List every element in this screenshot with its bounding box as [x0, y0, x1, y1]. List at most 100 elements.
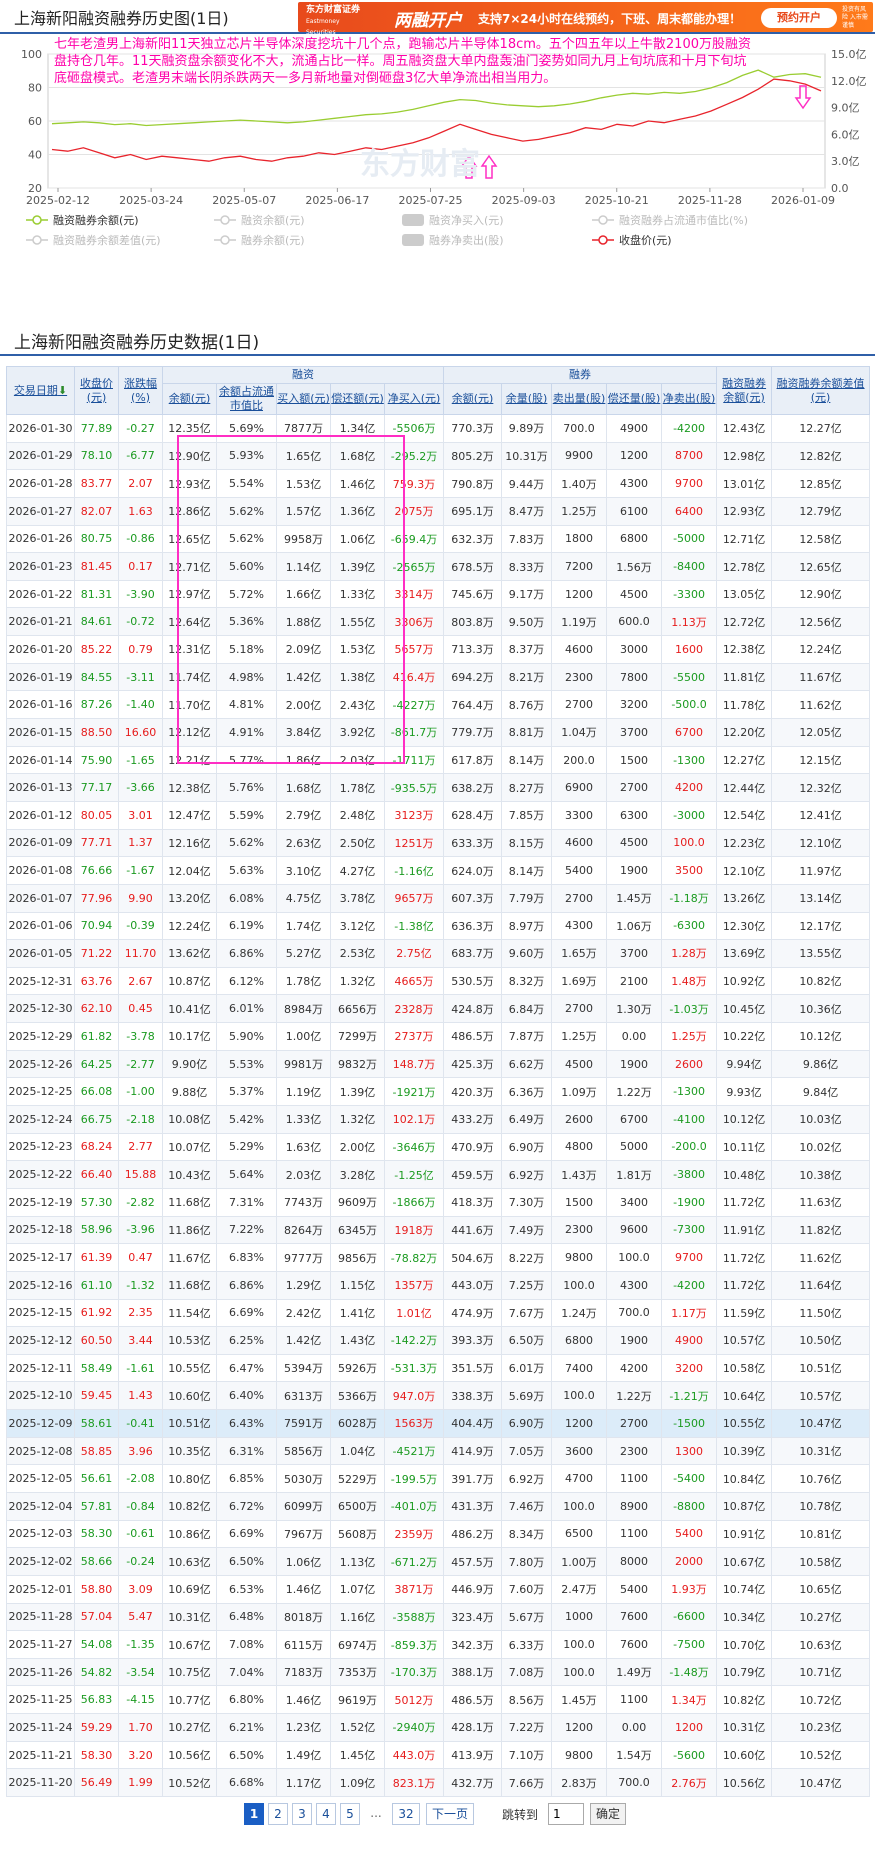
- table-cell: 1.55亿: [330, 607, 385, 637]
- table-cell: 100.0: [551, 1270, 608, 1300]
- legend-item[interactable]: 融资融券余额差值(元): [26, 233, 161, 247]
- header-close[interactable]: 收盘价(元): [74, 366, 119, 415]
- table-cell: 700.0: [606, 1768, 663, 1798]
- page-2-button[interactable]: 2: [268, 1803, 288, 1825]
- cell-date: 2026-01-14: [6, 745, 75, 775]
- table-cell: 10.53亿: [162, 1326, 217, 1355]
- cell-date: 2025-12-29: [6, 1022, 75, 1051]
- header-diff[interactable]: 融资融券余额差值(元): [771, 366, 871, 415]
- x-tick: 2025-05-07: [212, 194, 276, 207]
- table-cell: 8.97万: [501, 911, 553, 941]
- header-rq-bal[interactable]: 余额(元): [443, 383, 503, 415]
- y-left-tick: 40: [28, 149, 42, 162]
- table-cell: -500.0: [661, 690, 718, 720]
- table-cell: 5.72%: [216, 579, 277, 609]
- legend-item[interactable]: 融资融券余额(元): [26, 213, 139, 227]
- table-cell: 1100: [606, 1685, 663, 1715]
- page-3-button[interactable]: 3: [292, 1803, 312, 1825]
- header-rq-repay[interactable]: 偿还量(股): [606, 383, 663, 415]
- legend-item[interactable]: 融资余额(元): [214, 213, 305, 227]
- table-cell: 100.0: [551, 1630, 608, 1659]
- table-cell: 5926万: [330, 1353, 385, 1383]
- header-rz-repay[interactable]: 偿还额(元): [330, 383, 385, 415]
- table-cell: 6.21%: [216, 1713, 277, 1742]
- header-rq-vol[interactable]: 余量(股): [501, 383, 553, 415]
- table-cell: 10.03亿: [771, 1105, 871, 1134]
- table-cell: -401.0万: [383, 1491, 445, 1521]
- header-rq-sell[interactable]: 卖出量(股): [551, 383, 608, 415]
- table-cell: 10.64亿: [716, 1381, 773, 1411]
- cell-date: 2026-01-07: [6, 883, 75, 913]
- y-left-tick: 100: [21, 48, 42, 61]
- table-cell: 68.24: [74, 1132, 119, 1162]
- header-rq-net[interactable]: 净卖出(股): [661, 383, 718, 415]
- chart-legend[interactable]: 融资融券余额(元) 融资余额(元) 融资净买入(元) 融资融券占流通市值比(%) 融资融…: [26, 213, 748, 247]
- next-page-button[interactable]: 下一页: [426, 1803, 474, 1825]
- table-cell: 10.76亿: [771, 1464, 871, 1493]
- page-4-button[interactable]: 4: [316, 1803, 336, 1825]
- table-cell: 432.7万: [443, 1768, 503, 1798]
- table-cell: -1.38亿: [383, 911, 445, 941]
- table-cell: 1.25万: [551, 1022, 608, 1051]
- table-cell: 3200: [606, 690, 663, 720]
- table-cell: 61.39: [74, 1243, 119, 1272]
- table-cell: 10.45亿: [716, 994, 773, 1024]
- table-cell: 12.41亿: [771, 800, 871, 830]
- table-cell: 457.5万: [443, 1547, 503, 1576]
- table-cell: 5.63%: [216, 856, 277, 885]
- table-cell: 6.68%: [216, 1768, 277, 1798]
- table-cell: 9.90亿: [162, 1049, 217, 1079]
- table-cell: 12.79亿: [771, 496, 871, 526]
- table-cell: 4300: [606, 469, 663, 498]
- table-row: 2026-01-21 84.61 -0.72 12.64亿 5.36% 1.88亿 1.55…: [6, 607, 871, 637]
- table-cell: 58.49: [74, 1353, 119, 1383]
- table-cell: 11.68亿: [162, 1187, 217, 1217]
- jump-label: 跳转到: [502, 1808, 539, 1822]
- table-cell: 9800: [551, 1740, 608, 1770]
- table-cell: -5000: [661, 524, 718, 554]
- table-cell: 10.41亿: [162, 994, 217, 1024]
- legend-box-icon: [402, 234, 424, 246]
- table-cell: 1.40万: [551, 469, 608, 498]
- header-rz-bal[interactable]: 余额(元): [162, 383, 217, 415]
- table-cell: -7300: [661, 1215, 718, 1245]
- table-cell: 10.55亿: [162, 1353, 217, 1383]
- header-rz-net[interactable]: 净买入(元): [383, 383, 445, 415]
- table-cell: 504.6万: [443, 1243, 503, 1272]
- table-cell: 13.55亿: [771, 939, 871, 968]
- table-cell: 10.82亿: [162, 1491, 217, 1521]
- header-date[interactable]: 交易日期⬇: [6, 366, 75, 415]
- table-cell: 1500: [551, 1187, 608, 1217]
- page-5-button[interactable]: 5: [340, 1803, 360, 1825]
- header-rz-ratio[interactable]: 余额占流通市值比: [216, 383, 277, 415]
- jump-confirm-button[interactable]: 确定: [590, 1803, 626, 1825]
- table-cell: 12.43亿: [716, 414, 773, 443]
- ad-button[interactable]: 预约开户: [761, 8, 837, 28]
- table-cell: 10.79亿: [716, 1657, 773, 1687]
- legend-item[interactable]: 融券净卖出(股): [402, 233, 504, 247]
- table-cell: 54.82: [74, 1657, 119, 1687]
- header-chg[interactable]: 涨跌幅(%): [118, 366, 163, 415]
- page-32-button[interactable]: 32: [392, 1803, 420, 1825]
- legend-item[interactable]: 融券余额(元): [214, 233, 305, 247]
- table-cell: 1.23亿: [276, 1713, 331, 1742]
- table-cell: 1200: [551, 1409, 608, 1438]
- ad-banner[interactable]: 东方财富证券 Eastmoney Securities 两融开户 支持7×24小…: [298, 2, 873, 36]
- table-cell: 1.66亿: [276, 579, 331, 609]
- jump-page-input[interactable]: [548, 1803, 584, 1825]
- table-cell: 6099万: [276, 1491, 331, 1521]
- table-cell: 1.49万: [606, 1657, 663, 1687]
- table-cell: 58.61: [74, 1409, 119, 1438]
- header-total[interactable]: 融资融券余额(元): [716, 366, 773, 415]
- table-cell: 6.92万: [501, 1160, 553, 1189]
- legend-item[interactable]: 融资融券占流通市值比(%): [592, 213, 748, 227]
- cell-date: 2026-01-06: [6, 911, 75, 941]
- header-rz-buy[interactable]: 买入额(元): [276, 383, 331, 415]
- table-cell: 9.86亿: [771, 1049, 871, 1079]
- page-1-button[interactable]: 1: [244, 1803, 264, 1825]
- table-cell: 9619万: [330, 1685, 385, 1715]
- x-tick: 2025-09-03: [492, 194, 556, 207]
- legend-item[interactable]: 融资净买入(元): [402, 213, 504, 227]
- table-cell: 6.90万: [501, 1409, 553, 1438]
- legend-item[interactable]: 收盘价(元): [592, 233, 672, 247]
